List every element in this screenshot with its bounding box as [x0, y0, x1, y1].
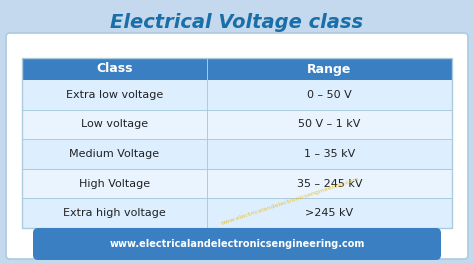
FancyBboxPatch shape [22, 80, 452, 110]
FancyBboxPatch shape [33, 228, 441, 260]
FancyBboxPatch shape [22, 139, 452, 169]
Text: 0 – 50 V: 0 – 50 V [307, 90, 352, 100]
FancyBboxPatch shape [22, 110, 452, 139]
Text: 1 – 35 kV: 1 – 35 kV [304, 149, 355, 159]
Text: Low voltage: Low voltage [81, 119, 148, 129]
Text: Medium Voltage: Medium Voltage [69, 149, 160, 159]
Text: Range: Range [307, 63, 352, 75]
FancyBboxPatch shape [22, 58, 452, 80]
Text: Electrical Voltage class: Electrical Voltage class [110, 13, 364, 32]
Text: >245 kV: >245 kV [305, 208, 354, 218]
FancyBboxPatch shape [22, 198, 452, 228]
FancyBboxPatch shape [22, 169, 452, 198]
Text: 35 – 245 kV: 35 – 245 kV [297, 179, 362, 189]
Text: Extra high voltage: Extra high voltage [63, 208, 166, 218]
Text: www.electricalandelectronicsengineering.com: www.electricalandelectronicsengineering.… [109, 239, 365, 249]
Text: Class: Class [96, 63, 133, 75]
Text: High Voltage: High Voltage [79, 179, 150, 189]
Text: 50 V – 1 kV: 50 V – 1 kV [298, 119, 361, 129]
FancyBboxPatch shape [6, 33, 468, 259]
Text: Extra low voltage: Extra low voltage [66, 90, 163, 100]
Text: www.electricalandelectronicsengineering.com: www.electricalandelectronicsengineering.… [220, 176, 360, 226]
